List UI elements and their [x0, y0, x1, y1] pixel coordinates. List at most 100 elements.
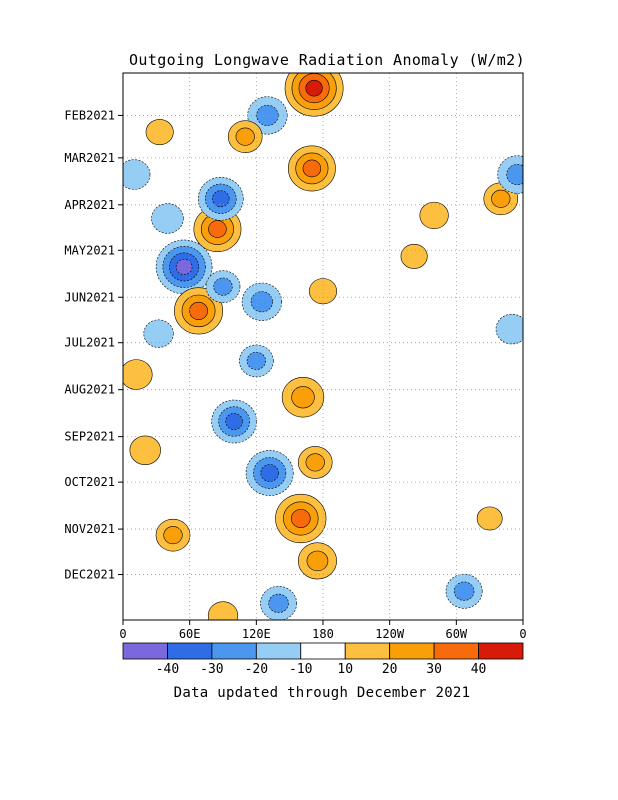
anomaly-cell [419, 201, 449, 230]
positive-anomaly-contour [302, 159, 322, 178]
x-tick-label: 0 [119, 627, 126, 641]
anomaly-cell [241, 282, 282, 321]
negative-anomaly-contour [506, 164, 523, 186]
anomaly-field [123, 73, 523, 620]
y-tick-label: AUG2021 [64, 383, 115, 397]
positive-anomaly-contour [208, 220, 227, 238]
anomaly-cell [260, 585, 297, 620]
negative-anomaly-contour [260, 464, 279, 482]
colorbar-bin [122, 642, 168, 660]
anomaly-cell [145, 119, 174, 146]
anomaly-cell [297, 446, 333, 479]
anomaly-cell [297, 542, 337, 580]
chart-title: Outgoing Longwave Radiation Anomaly (W/m… [129, 51, 525, 69]
colorbar-bin [478, 642, 524, 660]
x-tick-label: 60E [179, 627, 201, 641]
positive-anomaly-contour [129, 435, 161, 465]
anomaly-cell [123, 159, 151, 190]
anomaly-cell [281, 377, 325, 418]
positive-anomaly-contour [400, 243, 428, 269]
negative-anomaly-contour [250, 291, 273, 313]
negative-anomaly-contour [225, 413, 243, 430]
positive-anomaly-contour [308, 278, 337, 305]
colorbar-bin [389, 642, 435, 660]
anomaly-cell [400, 243, 428, 269]
positive-anomaly-contour [305, 79, 323, 97]
x-tick-label: 60W [445, 627, 467, 641]
anomaly-cell [287, 145, 336, 192]
anomaly-cell [245, 450, 294, 496]
colorbar: -40 -30 -20 -10 10 20 30 40 [122, 642, 524, 677]
negative-anomaly-contour [151, 203, 184, 234]
colorbar-bin [344, 642, 391, 660]
anomaly-cell [227, 120, 263, 153]
anomaly-cell [123, 359, 153, 390]
y-tick-label: SEP2021 [64, 430, 115, 444]
positive-anomaly-contour [145, 119, 174, 146]
negative-anomaly-contour [212, 190, 230, 208]
colorbar-label: 40 [471, 662, 487, 677]
x-axis: 0 60E 120E 180 120W 60W 0 [119, 620, 527, 641]
anomaly-cell [495, 313, 523, 345]
x-tick-label: 0 [519, 627, 526, 641]
x-tick-label: 120W [375, 627, 405, 641]
positive-anomaly-contour [235, 127, 255, 146]
positive-anomaly-contour [123, 359, 153, 390]
anomaly-cell [207, 601, 239, 620]
anomaly-cell [155, 518, 191, 552]
anomaly-cell [284, 73, 344, 117]
negative-anomaly-contour [495, 313, 523, 345]
y-axis: FEB2021 MAR2021 APR2021 MAY2021 JUN2021 JUL20… [64, 108, 123, 582]
positive-anomaly-contour [305, 453, 325, 472]
positive-anomaly-contour [306, 550, 329, 572]
negative-anomaly-contour [453, 581, 475, 601]
negative-anomaly-contour [143, 319, 174, 348]
y-tick-label: JUN2021 [64, 290, 115, 304]
y-tick-label: DEC2021 [64, 568, 115, 582]
positive-anomaly-contour [163, 526, 183, 545]
y-tick-label: MAR2021 [64, 151, 115, 165]
anomaly-cell [205, 270, 241, 303]
positive-anomaly-contour [290, 509, 311, 528]
colorbar-bin [433, 642, 479, 660]
positive-anomaly-contour [189, 301, 208, 320]
anomaly-cell [155, 239, 213, 295]
anomaly-cell [275, 493, 327, 544]
y-tick-label: APR2021 [64, 198, 115, 212]
negative-anomaly-contour [268, 593, 289, 613]
negative-anomaly-contour [123, 159, 151, 190]
colorbar-label: -10 [289, 662, 312, 677]
x-tick-label: 180 [312, 627, 334, 641]
colorbar-label: 20 [382, 662, 398, 677]
negative-anomaly-contour [246, 351, 266, 370]
positive-anomaly-contour [419, 201, 449, 230]
anomaly-cell [497, 155, 523, 194]
anomaly-cell [308, 278, 337, 305]
footer-note: Data updated through December 2021 [174, 685, 471, 701]
positive-anomaly-contour [476, 506, 503, 531]
colorbar-label: 30 [426, 662, 442, 677]
y-tick-label: OCT2021 [64, 475, 115, 489]
anomaly-cell [151, 203, 184, 234]
anomaly-cell [197, 176, 244, 221]
anomaly-cell [211, 399, 257, 444]
colorbar-label: 10 [337, 662, 353, 677]
positive-anomaly-contour [291, 386, 315, 409]
colorbar-bin [211, 642, 257, 660]
colorbar-label: -40 [156, 662, 179, 677]
anomaly-cell [174, 287, 224, 335]
colorbar-label: -20 [245, 662, 268, 677]
negative-anomaly-contour [213, 277, 233, 296]
colorbar-bin [255, 642, 302, 660]
anomaly-cell [445, 573, 483, 609]
colorbar-bin [300, 642, 346, 660]
anomaly-cell [476, 506, 503, 531]
anomaly-cell [129, 435, 161, 465]
y-tick-label: JUL2021 [64, 336, 115, 350]
y-tick-label: NOV2021 [64, 522, 115, 536]
colorbar-bin [167, 642, 213, 660]
anomaly-cell [143, 319, 174, 348]
positive-anomaly-contour [491, 189, 511, 208]
negative-anomaly-contour [175, 258, 193, 275]
